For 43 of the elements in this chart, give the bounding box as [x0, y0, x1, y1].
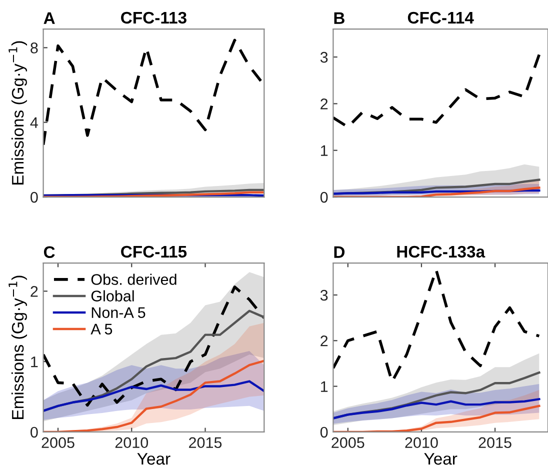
text: A [44, 12, 55, 24]
legend-label: Obs. derived [91, 274, 176, 285]
line-series [333, 404, 540, 432]
y-tick-label: 0 [30, 426, 38, 438]
line-series [43, 38, 264, 146]
y-tick-label: 1 [320, 381, 328, 392]
text: D [334, 246, 345, 258]
y-tick-label: 1 [320, 145, 328, 156]
chart-title: CFC-114 [408, 12, 474, 24]
legend-label: Global [91, 290, 134, 302]
legend-label: A 5 [90, 324, 112, 335]
x-axis-title: Year [137, 453, 170, 465]
line-series [43, 380, 264, 412]
text: C [44, 246, 55, 258]
line-series [333, 186, 540, 198]
y-axis-title: Emissions (Gg·y$^{−1}$) [8, 41, 27, 184]
y-tick-label: 0 [30, 192, 38, 203]
line-series [43, 286, 264, 407]
x-tick-label: 2015 [189, 437, 222, 448]
y-tick-label: 8 [30, 42, 38, 54]
y-tick-label: 3 [320, 52, 328, 63]
y-tick-label: 4 [30, 117, 38, 128]
line-series [333, 398, 540, 420]
line-series [333, 53, 541, 128]
y-tick-label: 2 [30, 286, 38, 297]
y-tick-label: 1 [31, 356, 38, 368]
chart-title: CFC-113 [121, 12, 186, 24]
y-tick-label: 0 [320, 192, 328, 203]
x-tick-label: 2005 [332, 437, 364, 448]
text: B [334, 12, 344, 24]
chart-title: HCFC-133a [397, 246, 486, 258]
chart-title: CFC-115 [121, 246, 187, 258]
y-tick-label: 2 [320, 336, 328, 346]
y-axis-title: Emissions (Gg·y$^{−1}$) [8, 276, 27, 419]
x-tick-label: 2010 [115, 437, 148, 448]
x-tick-label: 2015 [478, 437, 512, 448]
x-tick-label: 2005 [42, 437, 74, 448]
legend-label: Non-A 5 [92, 307, 146, 318]
y-tick-label: 3 [320, 290, 328, 301]
x-tick-label: 2010 [405, 437, 438, 448]
y-tick-label: 2 [320, 98, 328, 110]
y-tick-label: 0 [320, 426, 328, 438]
x-axis-title: Year [424, 453, 458, 465]
